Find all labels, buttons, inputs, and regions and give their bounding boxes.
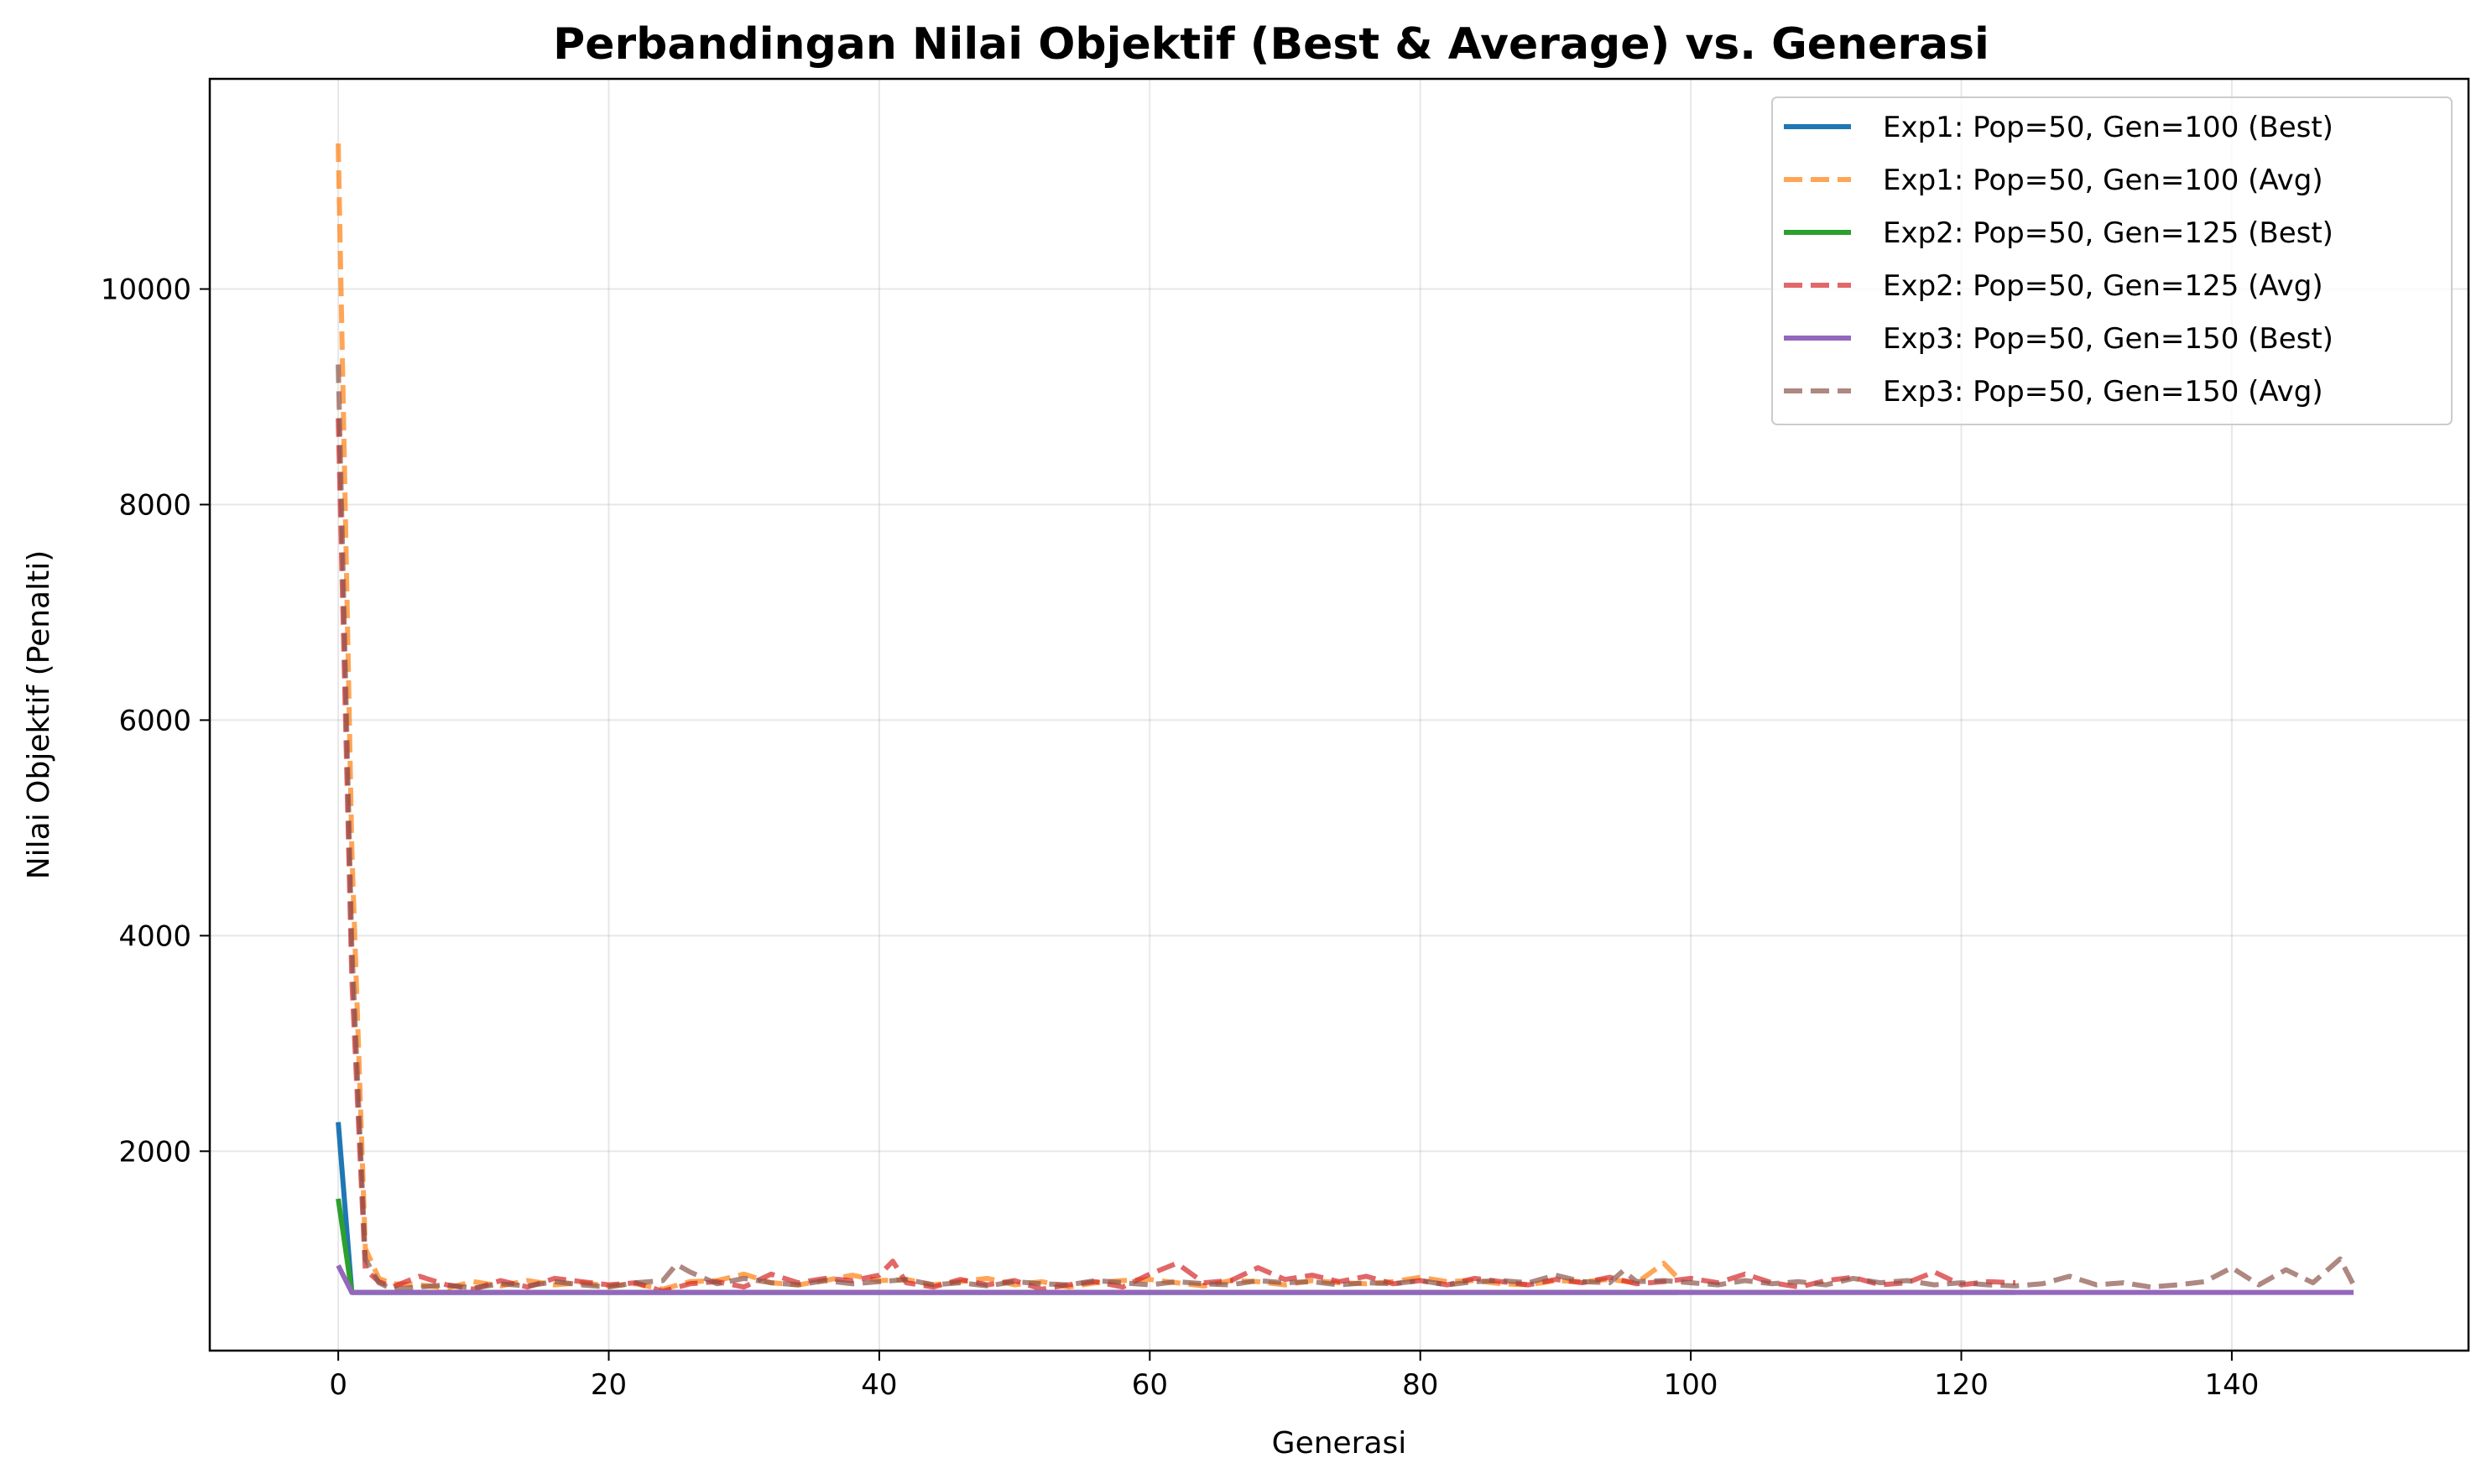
x-tick-label: 80 — [1402, 1368, 1438, 1402]
chart-title: Perbandingan Nilai Objektif (Best & Aver… — [553, 19, 1989, 70]
x-tick-label: 140 — [2204, 1368, 2259, 1402]
series-line — [336, 1122, 1677, 1295]
x-tick-label: 60 — [1132, 1368, 1168, 1402]
x-axis-label: Generasi — [1272, 1426, 1407, 1461]
legend-label: Exp3: Pop=50, Gen=150 (Best) — [1883, 322, 2333, 356]
x-tick-label: 120 — [1934, 1368, 1989, 1402]
y-tick-label: 4000 — [118, 919, 191, 953]
legend-label: Exp3: Pop=50, Gen=150 (Avg) — [1883, 375, 2323, 409]
series-line — [336, 364, 2356, 1292]
y-tick-label: 2000 — [118, 1135, 191, 1169]
legend-box — [1771, 96, 2453, 425]
series-line — [336, 143, 1680, 1292]
legend: Exp1: Pop=50, Gen=100 (Best) Exp1: Pop=50… — [1771, 96, 2453, 425]
x-tick-label: 0 — [329, 1368, 347, 1402]
y-tick-label: 6000 — [118, 704, 191, 737]
legend-label: Exp2: Pop=50, Gen=125 (Best) — [1883, 216, 2333, 250]
series-line — [336, 1264, 2354, 1295]
axis-ticks: 0 20 40 60 80 100 120 140 2000 4000 6000 8000 10000 — [101, 273, 2260, 1402]
y-tick-label: 10000 — [101, 273, 191, 307]
legend-label: Exp2: Pop=50, Gen=125 (Avg) — [1883, 269, 2323, 303]
plot-series — [336, 143, 2356, 1295]
y-tick-label: 8000 — [118, 488, 191, 522]
x-tick-label: 100 — [1664, 1368, 1718, 1402]
plot-frame — [208, 77, 2470, 1352]
y-axis-label: Nilai Objektif (Penalti) — [22, 550, 56, 880]
series-line — [336, 418, 2016, 1294]
x-tick-label: 40 — [861, 1368, 897, 1402]
legend-label: Exp1: Pop=50, Gen=100 (Best) — [1883, 111, 2333, 144]
legend-label: Exp1: Pop=50, Gen=100 (Avg) — [1883, 164, 2323, 197]
x-tick-label: 20 — [591, 1368, 627, 1402]
